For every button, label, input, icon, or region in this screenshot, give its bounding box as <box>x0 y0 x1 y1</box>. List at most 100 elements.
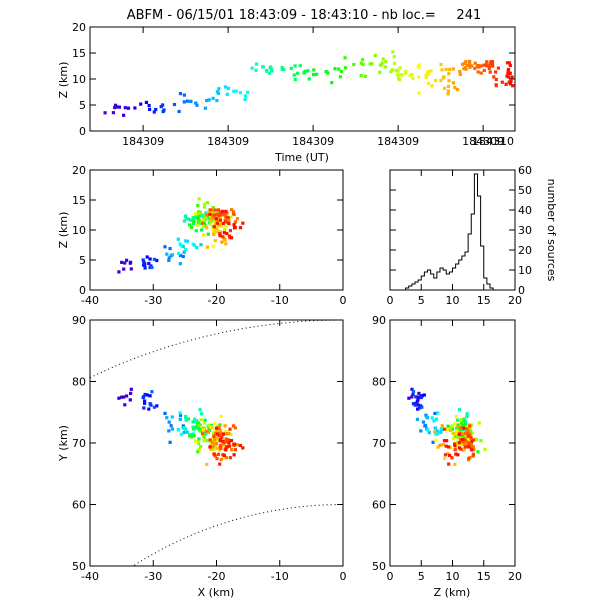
source-point <box>339 69 343 74</box>
y-tick-label: 30 <box>518 224 532 237</box>
source-point <box>167 429 171 433</box>
source-point <box>221 235 225 239</box>
source-point <box>205 429 209 433</box>
source-point <box>215 212 219 217</box>
source-point <box>188 434 192 438</box>
source-point <box>511 84 515 88</box>
source-point <box>398 78 402 82</box>
source-point <box>507 75 511 79</box>
source-point <box>485 60 489 64</box>
source-point <box>168 440 172 444</box>
source-point <box>193 417 197 421</box>
source-point <box>125 394 129 398</box>
source-point <box>469 435 473 439</box>
source-point <box>396 73 400 77</box>
source-point <box>229 433 233 437</box>
source-point <box>243 97 247 101</box>
source-point <box>215 446 219 450</box>
source-point <box>463 423 467 427</box>
x-tick-label: 0 <box>340 570 347 583</box>
source-point <box>433 430 437 434</box>
source-point <box>461 440 465 444</box>
source-point <box>227 441 231 445</box>
source-point <box>434 79 438 83</box>
source-point <box>227 221 231 226</box>
source-point <box>167 420 171 424</box>
source-point <box>214 442 218 446</box>
source-point <box>216 91 220 95</box>
source-point <box>227 444 232 448</box>
source-point <box>215 437 219 441</box>
source-point <box>181 244 185 249</box>
source-point <box>211 206 215 210</box>
source-point <box>169 424 173 428</box>
source-point <box>117 270 121 274</box>
source-point <box>500 80 504 84</box>
source-point <box>447 79 451 83</box>
source-point <box>453 86 457 90</box>
source-point <box>215 221 219 225</box>
source-point <box>192 221 196 226</box>
source-point <box>213 239 217 243</box>
source-point <box>446 84 451 88</box>
source-point <box>194 229 198 233</box>
source-point <box>312 68 316 72</box>
source-point <box>231 424 236 428</box>
source-point <box>455 426 459 430</box>
figure-title: ABFM - 06/15/01 18:43:09 - 18:43:10 - nb… <box>127 8 482 23</box>
y-tick-label: 5 <box>79 254 86 267</box>
source-point <box>479 439 483 443</box>
time-height-ylabel: Z (km) <box>57 62 70 99</box>
source-point <box>458 428 462 432</box>
source-point <box>233 426 237 430</box>
source-point <box>235 443 239 447</box>
source-point <box>176 237 180 241</box>
source-point <box>411 76 415 80</box>
source-point <box>459 421 464 425</box>
source-point <box>508 82 512 86</box>
source-point <box>223 424 227 428</box>
source-point <box>444 67 448 72</box>
source-point <box>177 251 181 256</box>
source-point <box>457 408 462 412</box>
source-point <box>210 426 214 430</box>
source-point <box>453 462 457 466</box>
source-point <box>404 69 408 73</box>
source-point <box>224 430 228 434</box>
source-point <box>462 417 466 421</box>
source-point <box>207 428 212 432</box>
x-tick-label: -40 <box>81 570 99 583</box>
source-point <box>198 429 202 433</box>
source-point <box>238 91 242 95</box>
source-point <box>202 205 207 209</box>
source-point <box>255 62 259 66</box>
source-point <box>453 442 457 446</box>
source-point <box>427 431 431 435</box>
source-point <box>411 402 415 406</box>
source-point <box>215 219 219 223</box>
source-point <box>467 457 471 461</box>
source-point <box>178 411 182 415</box>
source-point <box>200 214 204 218</box>
source-point <box>505 61 510 65</box>
source-point <box>219 414 223 418</box>
x-tick-label: -30 <box>144 294 162 307</box>
source-point <box>216 424 220 428</box>
source-point <box>215 457 219 461</box>
x-tick-label: 184309 <box>377 135 419 148</box>
source-point <box>178 417 182 421</box>
source-point <box>447 445 451 449</box>
source-point <box>241 221 245 225</box>
source-point <box>452 431 456 435</box>
source-point <box>439 427 443 431</box>
source-point <box>133 106 137 110</box>
source-point <box>448 428 452 432</box>
source-point <box>447 462 451 466</box>
source-point <box>141 258 145 262</box>
source-point <box>426 72 431 76</box>
source-point <box>214 431 218 435</box>
source-point <box>468 65 472 69</box>
source-point <box>218 444 222 448</box>
source-point <box>228 229 232 233</box>
